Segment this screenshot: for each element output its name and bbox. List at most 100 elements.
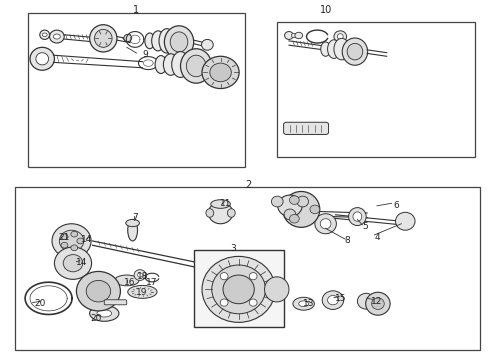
Text: 17: 17 [147,278,158,287]
Ellipse shape [212,265,266,314]
Ellipse shape [353,212,362,221]
Ellipse shape [95,30,112,47]
Text: 11: 11 [220,199,231,208]
Ellipse shape [90,25,117,52]
Ellipse shape [202,56,239,89]
Ellipse shape [186,55,206,77]
Circle shape [42,33,47,37]
Ellipse shape [59,230,84,252]
Text: 10: 10 [319,5,332,15]
Ellipse shape [208,202,233,224]
Ellipse shape [223,275,254,304]
Ellipse shape [49,30,64,43]
Ellipse shape [180,49,212,83]
Ellipse shape [126,220,140,226]
Text: 9: 9 [142,50,147,59]
Ellipse shape [155,55,167,73]
Text: 20: 20 [34,299,46,308]
Ellipse shape [90,306,119,321]
Text: 8: 8 [345,237,350,246]
Ellipse shape [283,192,320,227]
Bar [194,250,284,327]
Ellipse shape [86,280,111,302]
Ellipse shape [145,33,155,49]
Bar [15,187,480,350]
Ellipse shape [278,195,302,217]
Ellipse shape [284,209,296,220]
Ellipse shape [128,220,138,241]
Ellipse shape [348,208,366,226]
Ellipse shape [201,40,213,50]
Ellipse shape [172,51,189,77]
Ellipse shape [77,238,84,244]
Ellipse shape [220,273,228,280]
Ellipse shape [152,31,164,51]
Ellipse shape [159,29,174,53]
Ellipse shape [297,196,309,207]
Ellipse shape [71,245,78,251]
Text: 19: 19 [136,288,147,297]
Ellipse shape [334,31,346,42]
Ellipse shape [170,32,188,52]
Text: 13: 13 [303,299,314,308]
FancyBboxPatch shape [284,122,329,134]
Ellipse shape [138,273,143,277]
Text: 14: 14 [80,235,92,244]
Text: 6: 6 [393,201,399,210]
Text: 18: 18 [137,272,148,281]
Ellipse shape [71,231,78,237]
Ellipse shape [220,299,228,306]
Ellipse shape [210,63,231,82]
Ellipse shape [265,277,289,302]
Ellipse shape [320,219,331,229]
Ellipse shape [334,39,349,60]
Ellipse shape [285,32,294,40]
Text: 7: 7 [132,213,138,222]
Bar [27,13,245,167]
Bar [277,22,475,157]
Text: 1: 1 [133,5,139,15]
Ellipse shape [211,200,230,208]
Text: 21: 21 [58,233,70,242]
Text: 4: 4 [374,233,380,242]
Ellipse shape [134,270,146,280]
Circle shape [53,34,60,39]
Ellipse shape [115,275,139,286]
Ellipse shape [163,54,178,75]
Text: 12: 12 [371,297,383,306]
Ellipse shape [271,196,283,207]
Ellipse shape [295,32,303,39]
Ellipse shape [36,53,49,65]
Ellipse shape [292,33,296,38]
Ellipse shape [315,214,336,234]
Ellipse shape [249,299,257,306]
Ellipse shape [202,256,275,322]
Ellipse shape [337,34,343,40]
Text: 5: 5 [362,222,368,231]
Ellipse shape [395,212,415,230]
FancyBboxPatch shape [104,300,127,305]
Text: 16: 16 [124,278,136,287]
Ellipse shape [290,196,299,204]
Ellipse shape [328,40,340,58]
Ellipse shape [30,47,54,70]
Ellipse shape [124,35,132,41]
Ellipse shape [249,273,257,280]
Ellipse shape [299,301,309,307]
Text: 2: 2 [245,180,251,190]
Ellipse shape [227,209,235,217]
Ellipse shape [164,26,194,58]
Ellipse shape [310,205,320,214]
Ellipse shape [128,285,157,298]
Ellipse shape [322,291,343,310]
Text: 15: 15 [335,294,346,303]
Ellipse shape [321,42,331,56]
Ellipse shape [357,293,375,309]
Ellipse shape [347,43,363,60]
Ellipse shape [76,271,121,311]
Ellipse shape [342,38,368,65]
Text: 3: 3 [230,244,236,253]
Ellipse shape [206,209,214,217]
Ellipse shape [52,224,91,258]
Ellipse shape [54,247,92,279]
